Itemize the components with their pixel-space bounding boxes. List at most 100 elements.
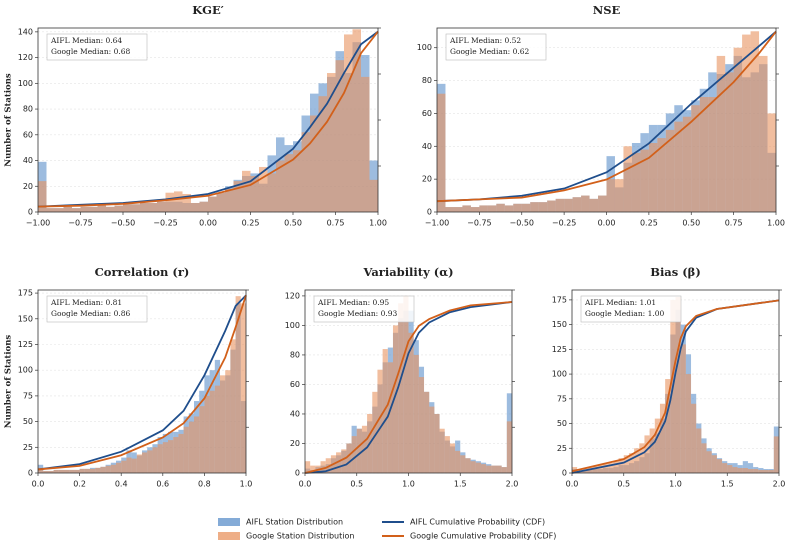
y-tick-label: 120	[285, 291, 300, 300]
histogram-bar	[157, 201, 166, 212]
histogram-bar	[418, 377, 425, 473]
histogram-bar	[250, 175, 259, 212]
panel-title: NSE	[593, 3, 621, 17]
histogram-bar	[455, 450, 461, 473]
x-tick-label: 1.0	[240, 480, 253, 489]
histogram-bar	[675, 296, 681, 473]
histogram-bar	[657, 138, 666, 212]
histogram-bar	[564, 198, 573, 212]
histogram-bar	[335, 60, 344, 212]
y-axis-label: Number of Stations	[4, 73, 14, 167]
histogram-bar	[597, 465, 604, 473]
histogram-bar	[148, 202, 157, 212]
histogram-bar	[214, 385, 220, 473]
histogram-bar	[521, 203, 531, 212]
x-tick-label: 1.0	[669, 480, 682, 489]
histogram-bar	[126, 457, 132, 473]
x-tick-label: 0.8	[198, 480, 211, 489]
histogram-bar	[691, 105, 700, 212]
histogram-bar	[504, 205, 514, 212]
histogram-bar	[230, 339, 236, 473]
histogram-bar	[437, 93, 446, 212]
histogram-bar	[408, 332, 414, 473]
cdf-line	[37, 31, 379, 208]
median-annotation: AIFL Median: 0.64	[50, 36, 122, 45]
histogram-bar	[742, 468, 748, 473]
histogram-bar	[194, 416, 200, 473]
histogram-bar	[486, 465, 492, 473]
x-tick-label: 0.6	[156, 480, 169, 489]
y-tick-label: 40	[422, 142, 432, 151]
x-tick-label: −0.25	[552, 219, 577, 228]
histogram-bar	[649, 428, 655, 473]
cdf-line	[571, 299, 780, 474]
histogram-bar	[691, 403, 697, 473]
cdf-line	[37, 295, 247, 471]
histogram-bar	[53, 469, 59, 473]
histogram-bar	[701, 443, 707, 473]
histogram-bar	[165, 192, 174, 212]
histogram-bar	[631, 152, 641, 212]
histogram-bar	[623, 455, 629, 473]
histogram-bar	[711, 455, 717, 473]
y-tick-label: 100	[18, 79, 33, 88]
histogram-bar	[114, 205, 123, 212]
y-tick-label: 60	[23, 130, 33, 139]
histogram-bar	[58, 469, 64, 473]
histogram-bar	[216, 192, 225, 212]
histogram-bar	[439, 428, 445, 473]
legend-swatch	[218, 518, 240, 526]
histogram-bar	[413, 354, 419, 473]
histogram-bar	[142, 452, 148, 473]
histogram-bar	[453, 207, 463, 212]
annotation-box	[46, 33, 148, 61]
histogram-bar	[69, 469, 75, 473]
panel-title: Bias (β)	[650, 265, 701, 279]
histogram-bar	[708, 97, 717, 212]
histogram-bar	[716, 459, 723, 473]
median-annotation: AIFL Median: 0.81	[50, 298, 122, 307]
annotation-box	[46, 295, 148, 323]
x-tick-label: 0.50	[284, 219, 302, 228]
histogram-bar	[162, 442, 168, 473]
histogram-bar	[97, 205, 106, 212]
legend: AIFL Station Distribution Google Station …	[218, 518, 556, 541]
histogram-bar	[479, 205, 488, 212]
histogram-bar	[392, 325, 399, 473]
legend-label: Google Cumulative Probability (CDF)	[410, 532, 556, 541]
y-tick-label: 0	[427, 208, 432, 217]
histogram-bar	[725, 72, 734, 212]
histogram-bar	[100, 466, 106, 473]
y-tick-label: 50	[23, 417, 33, 426]
median-annotation: AIFL Median: 0.95	[317, 298, 389, 307]
y-tick-label: 75	[23, 391, 33, 400]
histogram-bar	[318, 96, 327, 212]
y-tick-label: 125	[18, 340, 33, 349]
histogram-bar	[110, 464, 116, 473]
y-tick-label: 40	[290, 409, 300, 418]
histogram-bar	[123, 204, 132, 212]
histogram-bar	[747, 469, 754, 473]
histogram-bar	[763, 470, 769, 473]
histogram-bar	[696, 428, 702, 473]
panel: 0 20 40 60 80 100 120 0.0 0.5 1.0 1.5 2.0 Variabilit…	[285, 265, 519, 489]
histogram-bar	[706, 451, 712, 473]
histogram-bar	[659, 403, 666, 473]
y-tick-label: 80	[290, 350, 300, 359]
histogram-bar	[95, 467, 101, 473]
histogram-bar	[496, 203, 505, 212]
histogram-bar	[72, 208, 81, 212]
x-tick-label: 0.75	[327, 219, 345, 228]
histogram-bar	[183, 426, 189, 473]
histogram-bar	[513, 203, 522, 212]
histogram-bar	[46, 208, 55, 212]
histogram-bar	[460, 455, 466, 473]
y-tick-label: 120	[18, 53, 33, 62]
histogram-bar	[131, 458, 137, 473]
histogram-bar	[233, 181, 242, 212]
histogram-bar	[191, 202, 200, 212]
y-tick-label: 0	[562, 469, 567, 478]
histogram-bar	[470, 461, 476, 473]
histogram-bar	[293, 150, 302, 212]
